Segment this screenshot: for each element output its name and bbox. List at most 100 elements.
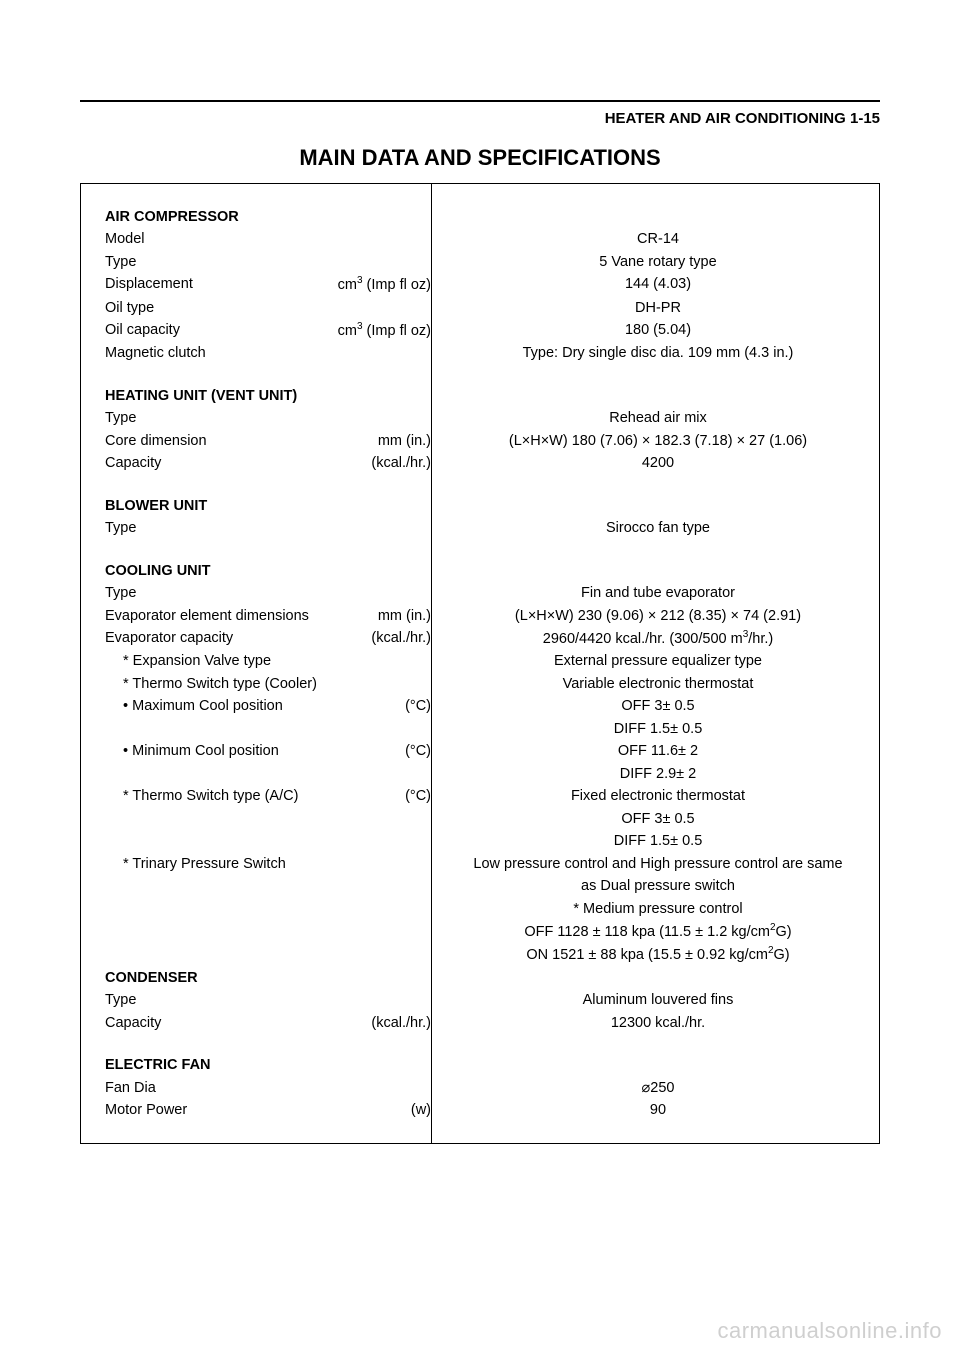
spec-label-cell	[105, 830, 441, 852]
spec-row: Evaporator element dimensionsmm (in.)(L×…	[105, 605, 855, 627]
spec-label: * Thermo Switch type (A/C)	[105, 785, 298, 807]
spec-value: DIFF 2.9± 2	[441, 763, 855, 785]
spec-unit: (°C)	[405, 785, 431, 807]
spec-row: Motor Power(w)90	[105, 1099, 855, 1121]
spec-label: Fan Dia	[105, 1077, 156, 1099]
spec-label: Maximum Cool position	[105, 695, 283, 717]
spec-label: Oil capacity	[105, 319, 180, 342]
spec-value: 12300 kcal./hr.	[441, 1012, 855, 1034]
spec-value: ON 1521 ± 88 kpa (15.5 ± 0.92 kg/cm2G)	[441, 943, 855, 966]
spec-label: Type	[105, 407, 136, 429]
spec-value: DH-PR	[441, 297, 855, 319]
spec-label: Type	[105, 517, 136, 539]
spec-label: Capacity	[105, 1012, 161, 1034]
spec-row: Type Rehead air mix	[105, 407, 855, 429]
spec-value: Type: Dry single disc dia. 109 mm (4.3 i…	[441, 342, 855, 364]
spec-value: Sirocco fan type	[441, 517, 855, 539]
spec-table: AIR COMPRESSOR ModelCR-14Type5 Vane rota…	[80, 183, 880, 1144]
spec-label-cell: Type	[105, 251, 441, 273]
spec-label-cell: Displacement cm3 (Imp fl oz)	[105, 273, 441, 296]
section-heading: COOLING UNIT	[105, 560, 441, 582]
page: HEATER AND AIR CONDITIONING 1-15 MAIN DA…	[0, 0, 960, 1358]
section-heading: AIR COMPRESSOR	[105, 206, 441, 228]
spec-row: Evaporator capacity (kcal./hr.) 2960/4420 …	[105, 627, 855, 650]
section-heading-row: HEATING UNIT (VENT UNIT)	[105, 385, 855, 407]
spec-row: Type Fin and tube evaporator	[105, 582, 855, 604]
spec-label-cell: Type	[105, 582, 441, 604]
spec-row: Oil type DH-PR	[105, 297, 855, 319]
spec-row: Model CR-14	[105, 228, 855, 250]
spec-label: Type	[105, 989, 136, 1011]
spec-label-cell: * Expansion Valve type	[105, 650, 441, 672]
spec-row: OFF 3± 0.5	[105, 808, 855, 830]
spec-label-cell: Oil type	[105, 297, 441, 319]
spec-label: Type	[105, 582, 136, 604]
spec-value: 2960/4420 kcal./hr. (300/500 m3/hr.)	[441, 627, 855, 650]
spec-row: as Dual pressure switch	[105, 875, 855, 897]
spec-value: (L×H×W) 230 (9.06) × 212 (8.35) × 74 (2.…	[441, 605, 855, 627]
spec-label: Evaporator capacity	[105, 627, 233, 650]
spec-value: 144 (4.03)	[441, 273, 855, 296]
spec-value: Fixed electronic thermostat	[441, 785, 855, 807]
spec-label-cell	[105, 808, 441, 830]
section-heading-row: ELECTRIC FAN	[105, 1054, 855, 1076]
spec-label: Model	[105, 228, 145, 250]
spec-row: * Expansion Valve typeExternal pressure …	[105, 650, 855, 672]
spec-label-cell: Evaporator capacity (kcal./hr.)	[105, 627, 441, 650]
spec-value: 5 Vane rotary type	[441, 251, 855, 273]
spec-row: * Trinary Pressure SwitchLow pressure co…	[105, 853, 855, 875]
vertical-divider	[431, 184, 432, 1143]
spec-row: * Thermo Switch type (A/C) (°C) Fixed elec…	[105, 785, 855, 807]
spec-row: OFF 1128 ± 118 kpa (11.5 ± 1.2 kg/cm2G)	[105, 920, 855, 943]
spec-row: DIFF 1.5± 0.5	[105, 718, 855, 740]
spec-label: Displacement	[105, 273, 193, 296]
spec-unit: (kcal./hr.)	[371, 1012, 431, 1034]
spec-row: Capacity (kcal./hr.) 12300 kcal./hr.	[105, 1012, 855, 1034]
spec-label-cell	[105, 920, 441, 943]
spec-label-cell: Model	[105, 228, 441, 250]
spec-label-cell: Magnetic clutch	[105, 342, 441, 364]
spec-label-cell: * Thermo Switch type (Cooler)	[105, 673, 441, 695]
spec-label-cell	[105, 718, 441, 740]
spec-row: ON 1521 ± 88 kpa (15.5 ± 0.92 kg/cm2G)	[105, 943, 855, 966]
spec-unit: (kcal./hr.)	[371, 452, 431, 474]
section-heading: CONDENSER	[105, 967, 441, 989]
spec-value: OFF 3± 0.5	[441, 808, 855, 830]
section-heading-row: AIR COMPRESSOR	[105, 206, 855, 228]
spec-unit: mm (in.)	[378, 430, 431, 452]
spec-label: Magnetic clutch	[105, 342, 206, 364]
spec-value: OFF 3± 0.5	[441, 695, 855, 717]
spec-value: Fin and tube evaporator	[441, 582, 855, 604]
section-heading-row: CONDENSER	[105, 967, 855, 989]
spec-label-cell: Type	[105, 407, 441, 429]
spec-value: CR-14	[441, 228, 855, 250]
header-rule	[80, 100, 880, 102]
spec-row: Core dimensionmm (in.)(L×H×W) 180 (7.06)…	[105, 430, 855, 452]
spec-label: Oil type	[105, 297, 154, 319]
spec-value: (L×H×W) 180 (7.06) × 182.3 (7.18) × 27 (…	[441, 430, 855, 452]
page-header: HEATER AND AIR CONDITIONING 1-15	[80, 110, 880, 127]
spec-value: Rehead air mix	[441, 407, 855, 429]
spec-label-cell: * Thermo Switch type (A/C) (°C)	[105, 785, 441, 807]
spec-label: Motor Power	[105, 1099, 187, 1121]
spec-value: * Medium pressure control	[441, 898, 855, 920]
spec-row: * Medium pressure control	[105, 898, 855, 920]
spec-row: Type Sirocco fan type	[105, 517, 855, 539]
spec-label: * Thermo Switch type (Cooler)	[105, 673, 317, 695]
spec-value: OFF 11.6± 2	[441, 740, 855, 762]
spec-value: Aluminum louvered fins	[441, 989, 855, 1011]
empty-value	[441, 206, 855, 228]
table-content: AIR COMPRESSOR ModelCR-14Type5 Vane rota…	[81, 184, 879, 1143]
spec-label-cell	[105, 943, 441, 966]
spec-value: 90	[441, 1099, 855, 1121]
spec-unit: cm3 (Imp fl oz)	[338, 273, 431, 296]
spec-value: DIFF 1.5± 0.5	[441, 718, 855, 740]
empty-value	[441, 495, 855, 517]
section-heading: HEATING UNIT (VENT UNIT)	[105, 385, 441, 407]
spec-value: 180 (5.04)	[441, 319, 855, 342]
spec-value: DIFF 1.5± 0.5	[441, 830, 855, 852]
spec-unit: (kcal./hr.)	[371, 627, 431, 650]
spec-row: Capacity(kcal./hr.)4200	[105, 452, 855, 474]
spec-row: Fan Dia⌀250	[105, 1077, 855, 1099]
spec-unit: (°C)	[405, 740, 431, 762]
